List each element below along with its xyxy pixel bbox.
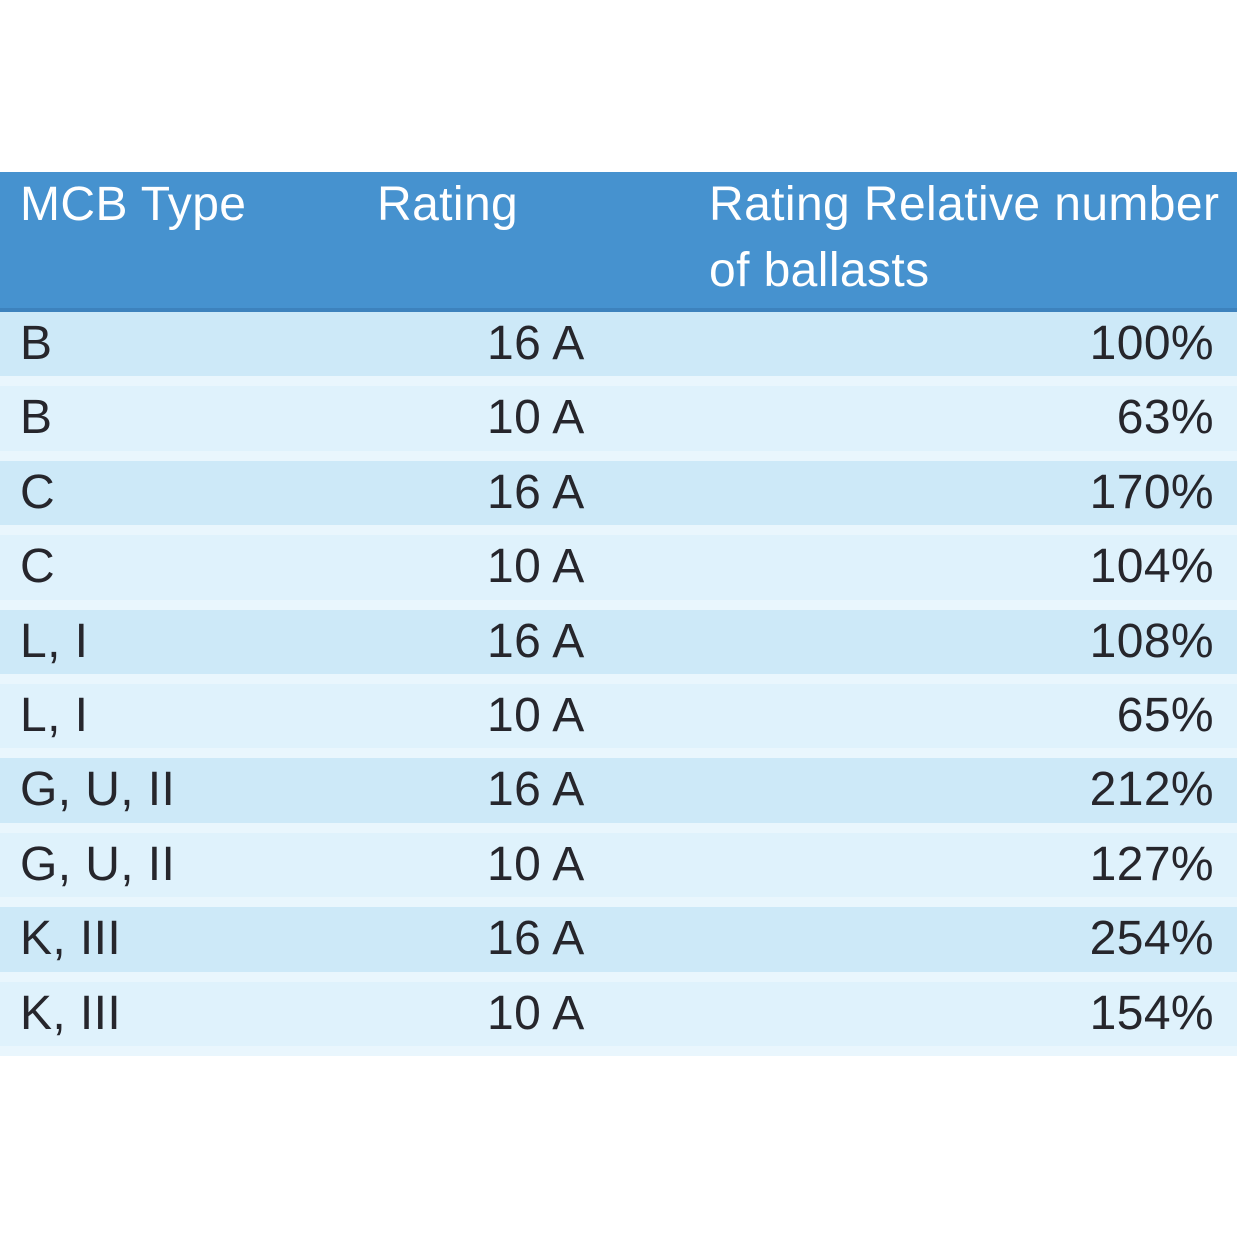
- table-row: G, U, II 16 A 212%: [0, 758, 1237, 833]
- cell-mcb-type: K, III: [20, 912, 122, 966]
- cell-relative: 127%: [1089, 837, 1214, 891]
- cell-rating: 16 A: [487, 317, 585, 370]
- table-row: L, I 10 A 65%: [0, 683, 1237, 759]
- table-row: C 10 A 104%: [0, 535, 1237, 610]
- cell-relative: 108%: [1089, 614, 1214, 668]
- cell-mcb-type: C: [20, 540, 56, 594]
- cell-mcb-type: C: [20, 465, 56, 519]
- table-row: G, U, II 10 A 127%: [0, 832, 1237, 908]
- cell-rating: 10 A: [487, 986, 585, 1040]
- cell-relative: 104%: [1089, 540, 1214, 594]
- cell-relative: 100%: [1089, 317, 1214, 370]
- cell-mcb-type: L, I: [20, 688, 89, 742]
- table-row: K, III 10 A 154%: [0, 981, 1237, 1056]
- cell-rating: 10 A: [487, 540, 585, 594]
- cell-mcb-type: G, U, II: [20, 837, 176, 891]
- cell-relative: 212%: [1089, 763, 1214, 817]
- cell-mcb-type: K, III: [20, 986, 122, 1040]
- cell-mcb-type: B: [20, 391, 53, 445]
- table-row: B 16 A 100%: [0, 312, 1237, 387]
- table-row: K, III 16 A 254%: [0, 907, 1237, 982]
- header-rating: Rating: [377, 178, 519, 231]
- table-header-row: MCB Type Rating Rating Relative number o…: [0, 172, 1237, 312]
- cell-rating: 16 A: [487, 614, 585, 668]
- header-mcb-type: MCB Type: [20, 178, 247, 231]
- cell-rating: 10 A: [487, 688, 585, 742]
- cell-mcb-type: G, U, II: [20, 763, 176, 817]
- table-row: B 10 A 63%: [0, 386, 1237, 461]
- cell-rating: 10 A: [487, 837, 585, 891]
- cell-mcb-type: L, I: [20, 614, 89, 668]
- cell-rating: 16 A: [487, 763, 585, 817]
- cell-relative: 254%: [1089, 912, 1214, 966]
- cell-relative: 154%: [1089, 986, 1214, 1040]
- cell-relative: 170%: [1089, 465, 1214, 519]
- cell-rating: 16 A: [487, 912, 585, 966]
- cell-rating: 16 A: [487, 465, 585, 519]
- cell-mcb-type: B: [20, 317, 53, 370]
- cell-rating: 10 A: [487, 391, 585, 445]
- table-row: L, I 16 A 108%: [0, 609, 1237, 684]
- mcb-ratings-table: MCB Type Rating Rating Relative number o…: [0, 172, 1237, 1056]
- cell-relative: 65%: [1116, 688, 1214, 742]
- cell-relative: 63%: [1116, 391, 1214, 445]
- table-row: C 16 A 170%: [0, 460, 1237, 536]
- header-relative-ballasts: Rating Relative number of ballasts: [709, 178, 1220, 297]
